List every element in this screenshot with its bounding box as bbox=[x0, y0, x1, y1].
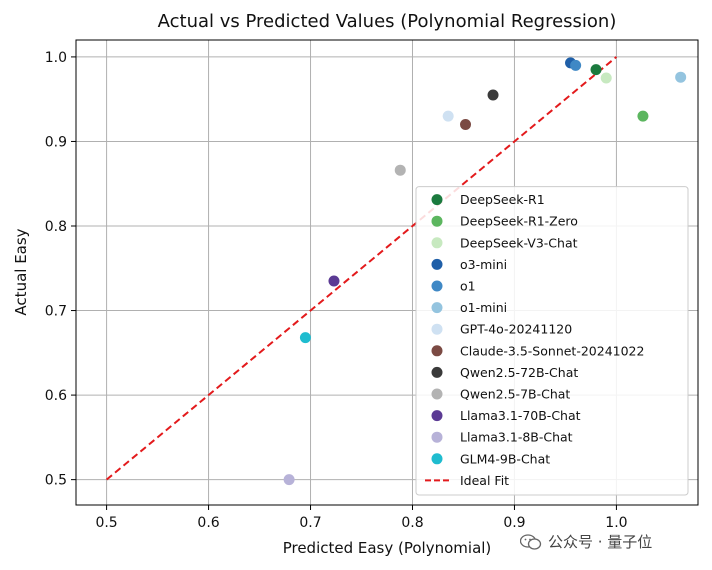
y-tick-label: 0.6 bbox=[45, 388, 67, 404]
y-tick-label: 0.7 bbox=[45, 304, 67, 320]
data-point bbox=[442, 110, 454, 122]
legend-marker bbox=[431, 194, 443, 206]
legend-marker bbox=[431, 258, 443, 270]
data-point bbox=[590, 64, 602, 76]
data-point bbox=[675, 71, 687, 83]
legend-label: o3-mini bbox=[460, 257, 507, 272]
legend: DeepSeek-R1 DeepSeek-R1-Zero DeepSeek-V3-C… bbox=[415, 186, 689, 496]
y-tick-label: 0.9 bbox=[45, 134, 67, 150]
legend-marker bbox=[431, 215, 443, 227]
legend-marker bbox=[431, 280, 443, 292]
x-tick-label: 0.9 bbox=[503, 515, 525, 531]
legend-label: GLM4-9B-Chat bbox=[460, 451, 550, 466]
y-tick-label: 1.0 bbox=[45, 50, 67, 66]
x-axis-label: Predicted Easy (Polynomial) bbox=[283, 539, 492, 557]
legend-label: o1-mini bbox=[460, 300, 507, 315]
watermark: 公众号 · 量子位 bbox=[520, 531, 652, 552]
legend-label: DeepSeek-R1 bbox=[460, 192, 545, 207]
legend-marker bbox=[431, 323, 443, 335]
y-axis-label: Actual Easy bbox=[12, 228, 30, 315]
x-tick-label: 1.0 bbox=[605, 515, 627, 531]
data-point bbox=[487, 89, 499, 101]
legend-label: DeepSeek-V3-Chat bbox=[460, 235, 578, 250]
legend-label: Llama3.1-8B-Chat bbox=[460, 430, 573, 445]
y-tick-label: 0.8 bbox=[45, 219, 67, 235]
legend-marker bbox=[431, 366, 443, 378]
x-tick-label: 0.6 bbox=[197, 515, 219, 531]
legend-label: DeepSeek-R1-Zero bbox=[460, 214, 578, 229]
data-point bbox=[299, 332, 311, 344]
wechat-icon bbox=[520, 533, 542, 550]
data-point bbox=[394, 164, 406, 176]
data-point bbox=[283, 474, 295, 486]
legend-marker bbox=[431, 302, 443, 314]
legend-marker bbox=[431, 237, 443, 249]
data-point bbox=[600, 72, 612, 84]
x-axis: 0.5 0.6 0.7 0.8 0.9 1.0 bbox=[95, 505, 628, 531]
legend-marker bbox=[431, 453, 443, 465]
legend-label: Qwen2.5-72B-Chat bbox=[460, 365, 578, 380]
legend-marker bbox=[431, 410, 443, 422]
plot-frame bbox=[75, 39, 699, 506]
scatter-points bbox=[283, 57, 687, 486]
legend-marker bbox=[431, 388, 443, 400]
data-point bbox=[637, 110, 649, 122]
data-point bbox=[328, 275, 340, 287]
legend-label: Ideal Fit bbox=[460, 473, 509, 488]
data-point bbox=[570, 59, 582, 71]
x-tick-label: 0.8 bbox=[401, 515, 423, 531]
legend-label: GPT-4o-20241120 bbox=[460, 322, 572, 337]
legend-box bbox=[415, 186, 689, 496]
legend-marker bbox=[431, 431, 443, 443]
legend-label: o1 bbox=[460, 279, 476, 294]
watermark-text: 公众号 · 量子位 bbox=[548, 533, 653, 551]
x-tick-label: 0.7 bbox=[299, 515, 321, 531]
data-point bbox=[460, 119, 472, 131]
ideal-fit-line bbox=[105, 56, 618, 481]
legend-label: Llama3.1-70B-Chat bbox=[460, 408, 581, 423]
chart-title: Actual vs Predicted Values (Polynomial R… bbox=[158, 11, 617, 32]
legend-label: Claude-3.5-Sonnet-20241022 bbox=[460, 343, 644, 358]
x-tick-label: 0.5 bbox=[95, 515, 117, 531]
legend-marker bbox=[431, 345, 443, 357]
y-axis: 0.5 0.6 0.7 0.8 0.9 1.0 bbox=[45, 50, 76, 489]
y-tick-label: 0.5 bbox=[45, 473, 67, 489]
legend-label: Qwen2.5-7B-Chat bbox=[460, 387, 570, 402]
